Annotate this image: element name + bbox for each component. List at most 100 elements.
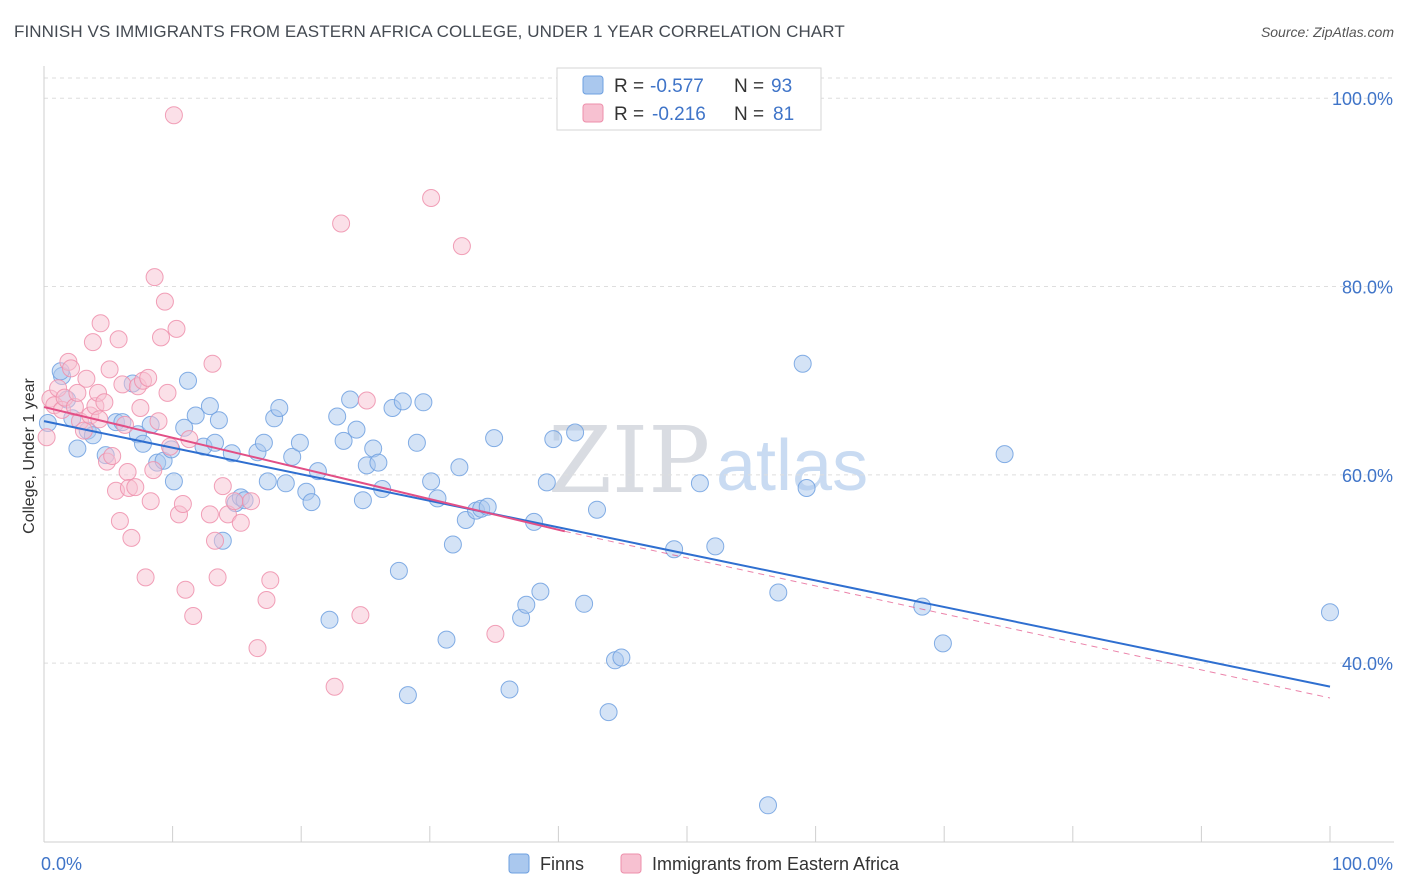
finns-point <box>437 630 456 649</box>
trend-lines <box>43 406 1331 699</box>
finns-point <box>347 420 366 439</box>
eastern-africa-point <box>486 624 505 643</box>
stats-n-value-1: 93 <box>771 76 792 97</box>
series-legend: Finns Immigrants from Eastern Africa <box>508 853 900 874</box>
finns-point <box>995 445 1014 464</box>
finns-point <box>334 431 353 450</box>
finns-point <box>398 686 417 705</box>
finns-point <box>797 479 816 497</box>
finns-point <box>258 472 277 491</box>
finns-point <box>164 472 183 491</box>
finns-point <box>200 397 219 416</box>
eastern-africa-point <box>122 528 141 547</box>
finns-point <box>393 392 412 411</box>
eastern-africa-point <box>257 591 276 609</box>
finns-point <box>706 537 725 556</box>
stats-r-value-2: -0.216 <box>652 104 706 125</box>
eastern-africa-point <box>332 214 351 233</box>
finns-point <box>254 433 273 452</box>
finns-point <box>353 491 372 510</box>
eastern-africa-point <box>149 412 168 431</box>
eastern-africa-point <box>37 428 56 447</box>
finns-point <box>566 423 585 442</box>
legend-swatch-finns <box>508 853 530 874</box>
finns-point <box>186 406 205 425</box>
stats-r-label-2: R = <box>614 104 644 125</box>
finns-point <box>599 703 618 722</box>
eastern-africa-point <box>110 512 129 530</box>
eastern-africa-point <box>136 568 155 587</box>
eastern-africa-point <box>180 430 199 449</box>
eastern-africa-point <box>176 580 195 599</box>
watermark-atlas: atlas <box>716 426 868 506</box>
eastern-africa-point <box>77 369 96 388</box>
finns-point <box>544 430 563 449</box>
finns-point <box>517 595 536 614</box>
finns-trend-line <box>43 420 1331 688</box>
y-tick-label: 80.0% <box>1342 278 1393 298</box>
finns-point <box>270 399 289 417</box>
eastern-africa-point <box>158 383 177 402</box>
eastern-africa-point <box>357 391 376 410</box>
y-axis-title: College, Under 1 year <box>21 378 38 534</box>
stats-r-value-1: -0.577 <box>650 76 704 97</box>
eastern-africa-point <box>155 292 174 311</box>
eastern-africa-point <box>139 368 158 387</box>
eastern-africa-point <box>325 677 344 696</box>
eastern-africa-point <box>68 383 87 402</box>
finns-point <box>588 500 606 519</box>
y-tick-label: 100.0% <box>1332 89 1393 109</box>
finns-point <box>290 433 309 452</box>
finns-point <box>414 393 433 412</box>
finns-point <box>1321 603 1339 622</box>
finns-point <box>769 583 788 602</box>
eastern-africa-point <box>100 360 119 379</box>
eastern-africa-point <box>83 333 102 352</box>
chart-source: Source: ZipAtlas.com <box>1260 24 1394 40</box>
chart-title: FINNISH VS IMMIGRANTS FROM EASTERN AFRIC… <box>14 22 845 41</box>
finns-point <box>389 561 408 580</box>
eastern-africa-point <box>422 189 441 207</box>
eastern-africa-point <box>213 477 232 496</box>
stats-r-label-1: R = <box>614 76 644 97</box>
series-points-eastern-africa <box>37 106 505 696</box>
grid <box>44 77 1394 664</box>
stats-n-value-2: 81 <box>773 104 794 125</box>
finns-point <box>443 535 462 554</box>
eastern-africa-point <box>206 531 224 550</box>
stats-legend-swatch-finns <box>582 75 604 95</box>
legend-label-eastern-africa: Immigrants from Eastern Africa <box>652 854 900 874</box>
eastern-africa-point <box>109 330 128 349</box>
eastern-africa-point <box>184 607 203 625</box>
eastern-africa-point <box>452 237 471 256</box>
finns-point <box>485 429 504 448</box>
eastern-africa-point <box>95 393 114 412</box>
finns-point <box>68 439 87 458</box>
watermark: ZIP atlas <box>548 407 868 514</box>
eastern-africa-point <box>261 571 280 590</box>
finns-point <box>575 594 594 613</box>
finns-point <box>537 473 556 492</box>
finns-point <box>933 634 952 653</box>
eastern-africa-point <box>145 268 164 287</box>
eastern-africa-point <box>113 375 132 394</box>
eastern-africa-point <box>225 492 244 511</box>
eastern-africa-point <box>62 359 80 378</box>
stats-n-label-1: N = <box>734 76 764 97</box>
finns-point <box>500 680 519 699</box>
stats-legend: R = -0.577 N = 93 R = -0.216 N = 81 <box>556 67 822 131</box>
finns-point <box>179 371 197 390</box>
eastern-africa-point <box>141 492 160 511</box>
eastern-africa-point <box>351 606 370 625</box>
eastern-africa-point <box>131 399 150 417</box>
y-tick-labels: 40.0% 60.0% 80.0% 100.0% <box>1332 89 1393 674</box>
eastern-africa-point <box>164 106 183 125</box>
finns-point <box>531 582 550 601</box>
eastern-africa-point <box>167 319 186 338</box>
eastern-africa-point <box>200 505 219 524</box>
eastern-africa-point <box>152 328 170 347</box>
eastern-africa-point <box>173 495 192 513</box>
eastern-africa-point <box>118 463 137 481</box>
x-tick-label-max: 100.0% <box>1332 854 1393 874</box>
